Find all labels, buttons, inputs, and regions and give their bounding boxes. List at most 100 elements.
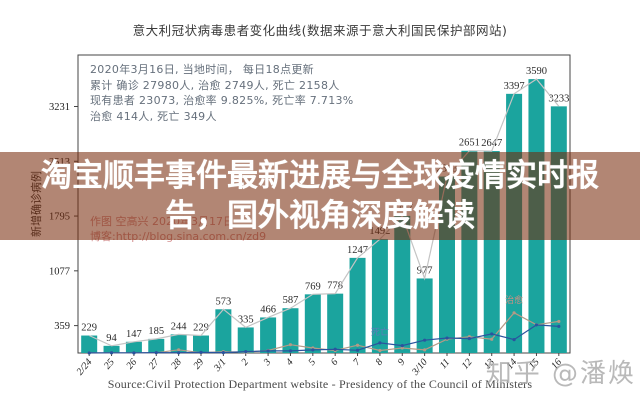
bar [349, 257, 366, 353]
line-marker [490, 337, 494, 341]
bar [237, 327, 254, 353]
line-marker [109, 351, 114, 355]
line-marker [244, 350, 248, 354]
bar-value-label: 229 [81, 323, 97, 334]
x-tick-label: 3/1 [211, 357, 228, 375]
x-tick-label: 11 [438, 357, 452, 371]
bar-value-label: 977 [417, 265, 433, 276]
bar-value-label: 587 [283, 295, 299, 306]
line-marker [534, 323, 539, 327]
line-marker [266, 349, 270, 353]
line-marker [557, 324, 561, 328]
banner-text-line1: 淘宝顺丰事件最新进展与全球疫情实时报 [41, 158, 599, 194]
bar-value-label: 573 [215, 296, 231, 307]
line-marker [400, 346, 404, 350]
stats-line-current: 现有患者 23073, 治愈率 9.825%, 死亡率 7.713% [90, 94, 354, 107]
bar-value-label: 1247 [347, 245, 368, 256]
stats-line-date: 2020年3月16日, 当地时间， 每日18点更新 [90, 63, 314, 76]
x-tick-label: 4 [284, 357, 296, 368]
line-series-死亡 [89, 324, 559, 354]
line-marker [288, 349, 293, 353]
line-marker [132, 351, 136, 355]
bar [327, 293, 344, 353]
bar [394, 215, 411, 353]
x-tick-label: 2/24 [75, 357, 95, 378]
line-marker [177, 348, 181, 352]
line-marker [378, 341, 382, 345]
bar-value-label: 466 [260, 304, 276, 315]
line-marker [423, 338, 427, 342]
x-tick-label: 8 [374, 357, 386, 368]
chart-title: 意大利冠状病毒患者变化曲线(数据来源于意大利国民保护部网站) [132, 23, 508, 38]
x-tick-label: 6 [329, 357, 341, 368]
x-tick-label: 29 [191, 357, 206, 372]
line-marker [199, 350, 203, 354]
bar-value-label: 3590 [526, 66, 547, 77]
line-marker [288, 343, 293, 347]
line-marker [154, 351, 158, 355]
line-marker [87, 351, 91, 355]
line-series-新增确诊趋势线 [88, 78, 560, 347]
bar [371, 239, 388, 353]
bar-value-label: 335 [238, 314, 254, 325]
x-tick-label: 3/10 [409, 357, 429, 378]
stats-line-daily: 治愈 414人, 死亡 349人 [90, 109, 217, 123]
x-tick-label: 2 [239, 357, 251, 368]
x-tick-label: 12 [460, 357, 475, 372]
line-marker [378, 348, 382, 353]
x-tick-label: 26 [124, 357, 139, 372]
bar-value-label: 769 [305, 281, 321, 292]
bar [416, 278, 433, 353]
line-marker [423, 348, 427, 352]
bar [125, 341, 142, 353]
line-marker [355, 343, 360, 347]
x-tick-label: 27 [147, 356, 162, 371]
bar-value-label: 147 [126, 329, 142, 340]
bar-value-label: 2647 [481, 138, 502, 149]
banner-text-line2: 告，国外视角深度解读 [165, 198, 475, 234]
line-marker [512, 338, 516, 342]
line-marker [400, 343, 404, 348]
x-tick-label: 5 [306, 357, 318, 368]
x-tick-label: 25 [102, 357, 117, 372]
source-citation: Source:Civil Protection Department websi… [107, 377, 533, 391]
bar [148, 338, 165, 353]
y-tick-label: 359 [54, 321, 70, 332]
bar [170, 334, 187, 353]
x-tick-label: 7 [351, 356, 363, 368]
bar [215, 309, 232, 353]
line-marker [221, 351, 225, 355]
inline-series-label: 治愈 [505, 294, 523, 306]
line-marker [355, 348, 360, 352]
bar-value-label: 3233 [548, 93, 569, 104]
zhihu-watermark: 知乎 @潘焕 [485, 359, 636, 389]
line-marker [467, 336, 471, 341]
x-tick-label: 9 [396, 357, 408, 368]
line-marker [333, 347, 337, 351]
y-tick-label: 1077 [49, 266, 70, 277]
bar [282, 308, 299, 353]
x-tick-label: 3 [261, 357, 273, 369]
bar-value-label: 244 [171, 321, 188, 332]
bar-value-label: 185 [148, 326, 164, 337]
bar [260, 317, 277, 353]
bar-value-label: 3397 [504, 81, 525, 92]
x-tick-label: 28 [169, 357, 184, 372]
bar-value-label: 94 [106, 333, 117, 344]
line-marker [177, 351, 181, 355]
bar [193, 335, 209, 353]
line-marker [490, 332, 494, 336]
stats-line-cumulative: 累计 确诊 27980人, 治愈 2749人, 死亡 2158人 [90, 78, 340, 92]
bar-value-label: 2651 [459, 138, 480, 149]
bar [103, 345, 120, 353]
line-marker [445, 336, 449, 340]
bar [81, 335, 98, 353]
line-marker [557, 319, 561, 324]
line-marker [311, 348, 315, 352]
line-marker [512, 311, 516, 315]
bar-value-label: 229 [193, 323, 209, 334]
stats-info-block: 2020年3月16日, 当地时间， 每日18点更新 累计 确诊 27980人, … [90, 62, 354, 124]
bar [304, 294, 321, 353]
y-tick-label: 3231 [49, 102, 70, 113]
headline-banner: 淘宝顺丰事件最新进展与全球疫情实时报 告，国外视角深度解读 [0, 152, 640, 240]
